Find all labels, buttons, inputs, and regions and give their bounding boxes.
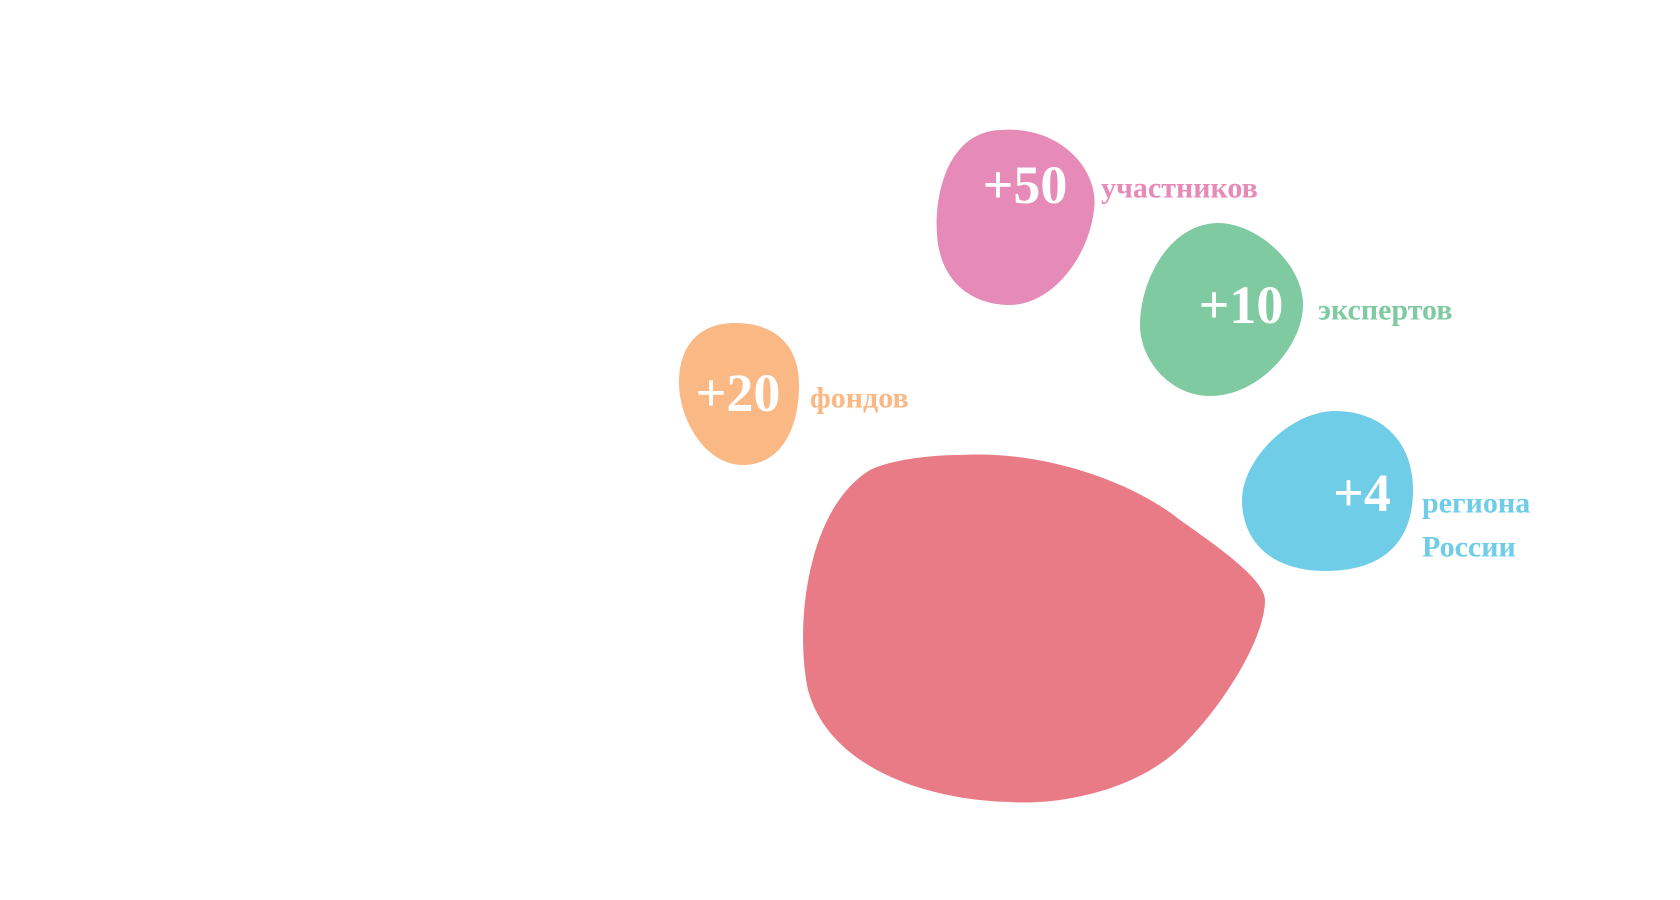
stat-label: участников <box>1101 171 1258 205</box>
stat-label: фондов <box>810 381 909 415</box>
stat-number: +10 <box>1198 275 1284 335</box>
blue-blob <box>1242 411 1413 571</box>
stat-number: +50 <box>982 155 1068 215</box>
orange-blob <box>678 323 799 465</box>
stat-number: +20 <box>695 363 781 423</box>
stat-label: региона России <box>1422 486 1531 564</box>
stat-number: +4 <box>1333 463 1391 523</box>
red-blob <box>803 454 1265 803</box>
pink-blob <box>936 129 1095 305</box>
stat-label: экспертов <box>1318 293 1453 327</box>
green-blob <box>1140 222 1303 396</box>
